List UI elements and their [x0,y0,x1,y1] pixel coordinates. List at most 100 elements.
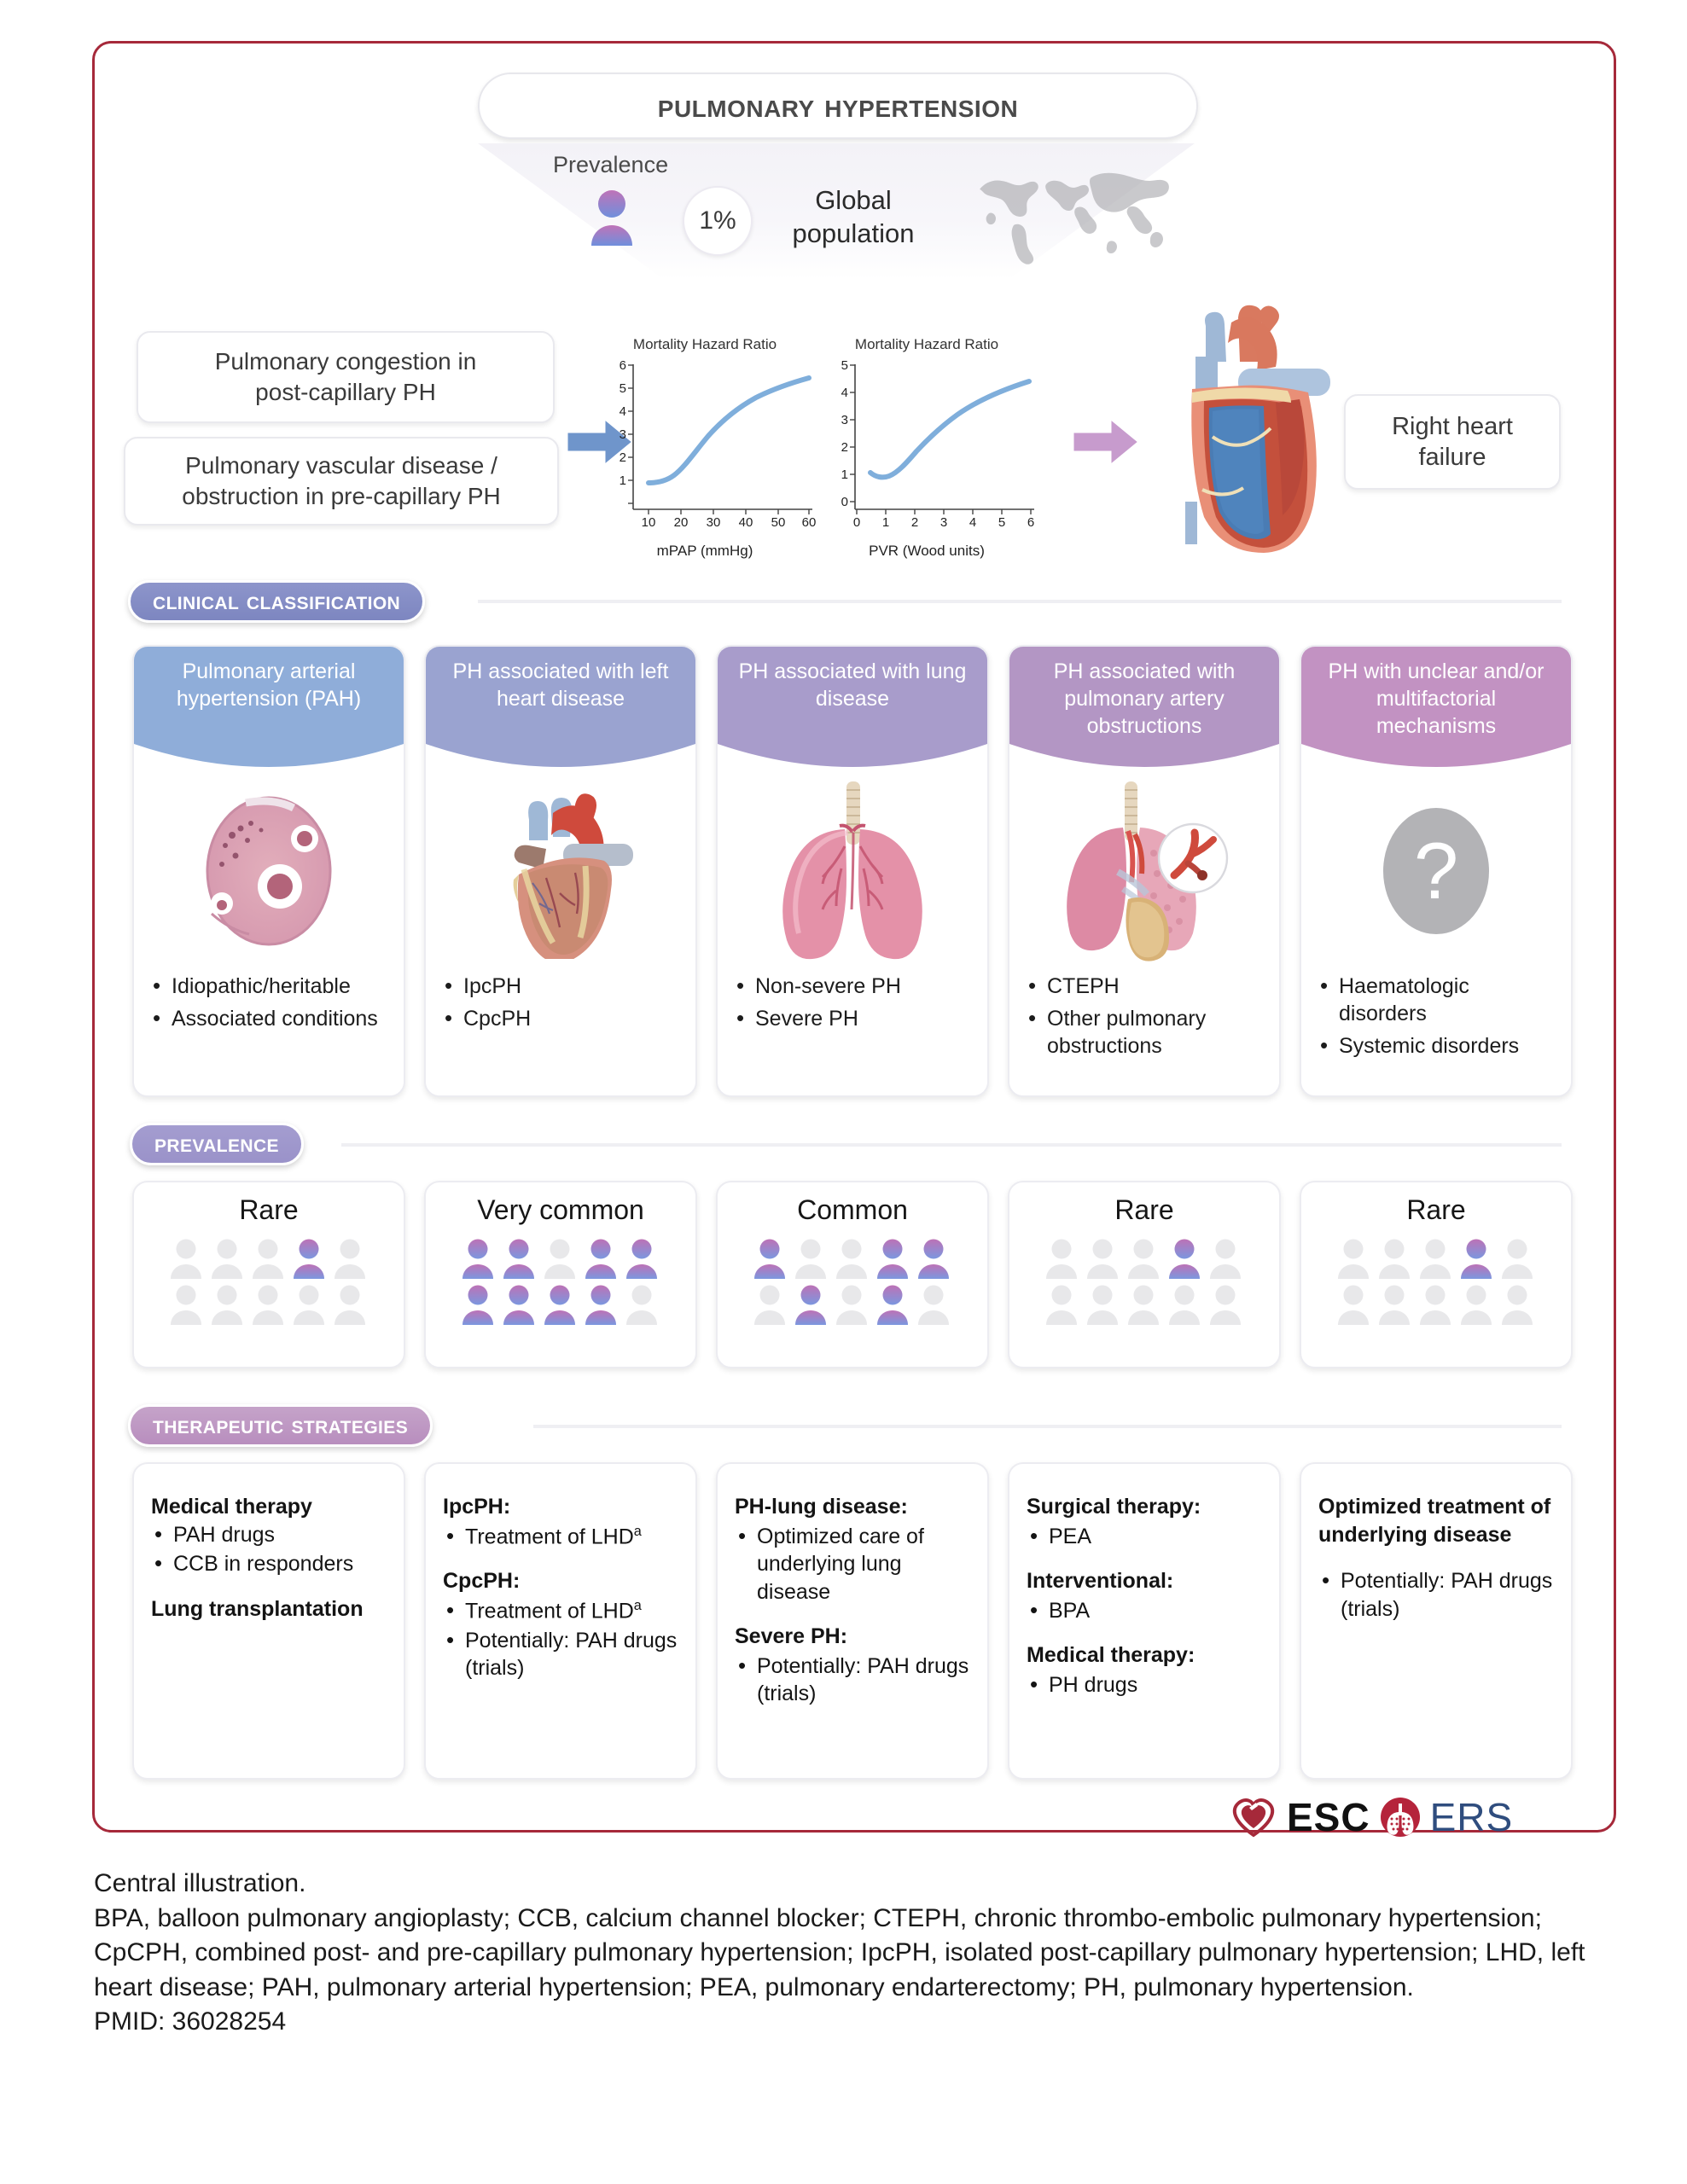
svg-text:5: 5 [841,358,848,373]
caption-line-2: BPA, balloon pulmonary angioplasty; CCB,… [94,1903,1585,2001]
classification-card-lhd: PH associated with left heart disease [424,645,697,1097]
list-item: Treatment of LHDa [443,1522,684,1551]
list-item: Systemic disorders [1317,1031,1557,1060]
svg-text:1: 1 [841,468,848,482]
person-icon-empty [626,1285,657,1325]
person-icon-empty [1461,1285,1492,1325]
person-icon-empty [1210,1285,1241,1325]
person-icon-empty [1338,1285,1369,1325]
classification-header-pah: Pulmonary arterial hypertension (PAH) [134,647,404,775]
person-icon-empty [253,1285,283,1325]
classification-list-unclear: Haematologic disorders Systemic disorder… [1301,969,1571,1060]
classification-header-lhd: PH associated with left heart disease [426,647,695,775]
svg-text:2: 2 [911,515,918,530]
list-item: Haematologic disorders [1317,972,1557,1027]
svg-text:2: 2 [620,450,626,465]
classification-list-pah: Idiopathic/heritable Associated conditio… [134,969,404,1032]
svg-text:2: 2 [841,440,848,455]
therapy-heading: Optimized treatment of underlying diseas… [1318,1495,1551,1547]
svg-text:4: 4 [841,386,848,400]
svg-text:0: 0 [853,515,860,530]
right-heart-failure-box: Right heart failure [1344,394,1561,490]
classification-list-obstruction: CTEPH Other pulmonary obstructions [1009,969,1279,1060]
therapy-list: PAH drugsCCB in responders [151,1520,392,1578]
therapy-list: Potentially: PAH drugs (trials) [1318,1566,1559,1623]
esc-heart-logo-icon [1232,1798,1275,1838]
heart-cross-section-icon [1185,305,1330,553]
list-item: PH drugs [1027,1670,1267,1699]
prevalence-card-unclear: Rare [1300,1181,1573,1368]
person-icon-empty [253,1239,283,1279]
person-icon-empty [1169,1285,1200,1325]
therapy-card-lung: PH-lung disease: Optimized care of underl… [716,1462,989,1780]
person-icon-empty [171,1239,201,1279]
classification-list-lhd: IpcPH CpcPH [426,969,695,1032]
therapy-list: PEA [1027,1522,1267,1551]
chart-pvr-xlabel: PVR (Wood units) [869,543,985,559]
section-rule-clinical [478,600,1562,603]
header-wave-shape [718,744,987,775]
classification-header-obstruction-text: PH associated with pulmonary artery obst… [1053,659,1236,738]
classification-figure-lung [718,773,987,969]
list-item: Severe PH [733,1004,974,1032]
person-icon-empty [1046,1285,1077,1325]
classification-header-lhd-text: PH associated with left heart disease [452,659,669,711]
person-icon-filled [795,1285,826,1325]
prevalence-card-lhd: Very common [424,1181,697,1368]
person-icon-empty [795,1239,826,1279]
person-icon-empty [544,1239,575,1279]
esc-label: ESC [1287,1795,1370,1839]
svg-text:1: 1 [620,473,626,488]
section-rule-therapeutic [533,1425,1562,1428]
therapy-heading: PH-lung disease: [735,1495,908,1519]
prevalence-banner-label: Prevalence [553,152,669,177]
list-item: Optimized care of underlying lung diseas… [735,1522,975,1606]
classification-card-obstruction: PH associated with pulmonary artery obst… [1008,645,1281,1097]
question-mark-icon: ? [1383,808,1489,934]
person-icon-empty [334,1239,365,1279]
person-icon-filled [918,1239,949,1279]
person-icon-filled [585,1239,616,1279]
section-header-therapeutic-strategies: Therapeutic strategies [128,1404,433,1447]
classification-figure-unclear: ? [1301,773,1571,969]
person-icon-filled [877,1239,908,1279]
person-icon-empty [1379,1285,1410,1325]
list-item: Potentially: PAH drugs (trials) [443,1626,684,1682]
person-icon-filled [877,1285,908,1325]
therapy-heading: Medical therapy [151,1495,312,1519]
therapy-list: Potentially: PAH drugs (trials) [735,1652,975,1708]
section-header-prevalence: Prevalence [130,1123,304,1165]
svg-text:6: 6 [1027,515,1034,530]
prevalence-label: Very common [477,1194,644,1225]
therapy-heading: Medical therapy: [1027,1643,1195,1667]
person-icon-empty [1338,1239,1369,1279]
person-icon-empty [1087,1239,1118,1279]
classification-header-lung: PH associated with lung disease [718,647,987,775]
chart-pvr: Mortality Hazard Ratio 5 4 3 2 1 0 0 1 2… [811,336,1043,559]
prevalence-people-grid [169,1238,369,1325]
therapy-card-pah: Medical therapyPAH drugsCCB in responder… [132,1462,405,1780]
list-item: Potentially: PAH drugs (trials) [1318,1566,1559,1623]
svg-text:60: 60 [802,515,817,530]
classification-header-unclear: PH with unclear and/or multifactorial me… [1301,647,1571,775]
list-item: IpcPH [441,972,682,1000]
right-heart-failure-line1: Right heart [1392,412,1513,440]
header-wave-shape [134,744,404,775]
mechanism-box1-line2: post-capillary PH [255,379,436,405]
person-icon-empty [1087,1285,1118,1325]
mechanism-box-precapillary-text: Pulmonary vascular disease / obstruction… [182,450,501,513]
svg-text:4: 4 [620,404,626,419]
therapy-heading: CpcPH: [443,1569,521,1594]
mechanism-box-postcapillary-text: Pulmonary congestion in post-capillary P… [215,346,477,409]
svg-text:30: 30 [707,515,721,530]
list-item: CTEPH [1025,972,1265,1000]
person-icon-empty [1502,1285,1533,1325]
prevalence-card-obstruction: Rare [1008,1181,1281,1368]
list-item: PEA [1027,1522,1267,1551]
person-icon-empty [918,1285,949,1325]
therapy-heading: Interventional: [1027,1569,1174,1593]
classification-header-lung-text: PH associated with lung disease [738,659,967,711]
lungs-icon [782,781,922,959]
page-title: Pulmonary hypertension [657,86,1019,125]
list-item: CpcPH [441,1004,682,1032]
